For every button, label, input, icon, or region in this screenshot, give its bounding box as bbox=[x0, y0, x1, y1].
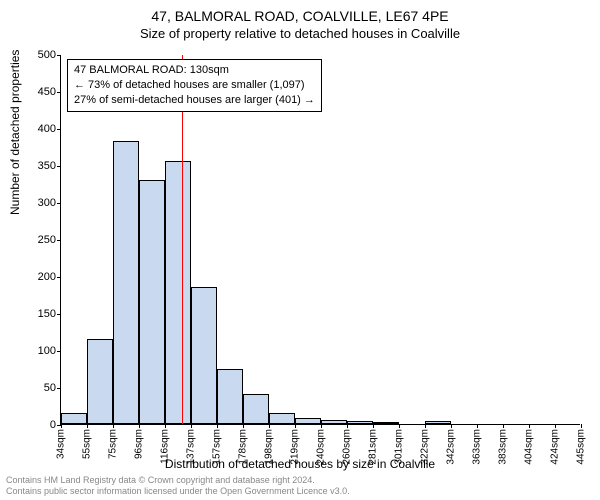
histogram-bar bbox=[373, 422, 399, 424]
x-tick-mark bbox=[191, 424, 192, 428]
y-axis-label: Number of detached properties bbox=[8, 50, 22, 215]
histogram-bar bbox=[243, 394, 269, 424]
annotation-line: ← 73% of detached houses are smaller (1,… bbox=[74, 78, 315, 93]
y-tick-mark bbox=[57, 203, 61, 204]
histogram-bar bbox=[295, 418, 321, 424]
y-tick-mark bbox=[57, 351, 61, 352]
footer-attribution: Contains HM Land Registry data © Crown c… bbox=[6, 475, 350, 498]
x-tick-mark bbox=[373, 424, 374, 428]
page-title: 47, BALMORAL ROAD, COALVILLE, LE67 4PE bbox=[0, 0, 600, 24]
annotation-line: 27% of semi-detached houses are larger (… bbox=[74, 93, 315, 108]
x-tick-label: 75sqm bbox=[108, 424, 119, 459]
y-tick-mark bbox=[57, 166, 61, 167]
histogram-bar bbox=[191, 287, 217, 424]
histogram-bar bbox=[113, 141, 139, 424]
x-tick-mark bbox=[217, 424, 218, 428]
footer-line1: Contains HM Land Registry data © Crown c… bbox=[6, 475, 350, 487]
footer-line2: Contains public sector information licen… bbox=[6, 486, 350, 498]
chart-container: 47, BALMORAL ROAD, COALVILLE, LE67 4PE S… bbox=[0, 0, 600, 500]
x-axis-label: Distribution of detached houses by size … bbox=[0, 457, 600, 471]
y-tick-mark bbox=[57, 92, 61, 93]
histogram-bar bbox=[217, 369, 243, 425]
x-tick-label: 96sqm bbox=[134, 424, 145, 459]
y-tick-mark bbox=[57, 55, 61, 56]
histogram-bar bbox=[61, 413, 87, 424]
x-tick-mark bbox=[399, 424, 400, 428]
histogram-bar bbox=[269, 413, 295, 424]
x-tick-mark bbox=[451, 424, 452, 428]
x-tick-mark bbox=[139, 424, 140, 428]
x-tick-mark bbox=[321, 424, 322, 428]
x-tick-mark bbox=[425, 424, 426, 428]
histogram-bar bbox=[165, 161, 191, 424]
x-tick-mark bbox=[529, 424, 530, 428]
y-tick-mark bbox=[57, 314, 61, 315]
y-tick-mark bbox=[57, 129, 61, 130]
x-tick-label: 34sqm bbox=[56, 424, 67, 459]
x-tick-mark bbox=[61, 424, 62, 428]
histogram-bar bbox=[347, 421, 373, 424]
x-tick-mark bbox=[347, 424, 348, 428]
annotation-box: 47 BALMORAL ROAD: 130sqm← 73% of detache… bbox=[67, 59, 322, 112]
x-tick-mark bbox=[113, 424, 114, 428]
x-tick-mark bbox=[581, 424, 582, 428]
annotation-line: 47 BALMORAL ROAD: 130sqm bbox=[74, 63, 315, 78]
x-tick-mark bbox=[87, 424, 88, 428]
x-tick-mark bbox=[165, 424, 166, 428]
chart-subtitle: Size of property relative to detached ho… bbox=[0, 24, 600, 41]
x-tick-label: 55sqm bbox=[82, 424, 93, 459]
histogram-bar bbox=[87, 339, 113, 424]
x-tick-mark bbox=[269, 424, 270, 428]
x-tick-mark bbox=[477, 424, 478, 428]
plot-area: 05010015020025030035040045050034sqm55sqm… bbox=[60, 55, 580, 425]
x-tick-mark bbox=[503, 424, 504, 428]
y-tick-mark bbox=[57, 388, 61, 389]
histogram-bar bbox=[321, 420, 347, 424]
histogram-bar bbox=[139, 180, 165, 424]
y-tick-mark bbox=[57, 277, 61, 278]
x-tick-mark bbox=[295, 424, 296, 428]
x-tick-mark bbox=[243, 424, 244, 428]
x-tick-mark bbox=[555, 424, 556, 428]
histogram-bar bbox=[425, 421, 451, 424]
y-tick-mark bbox=[57, 240, 61, 241]
